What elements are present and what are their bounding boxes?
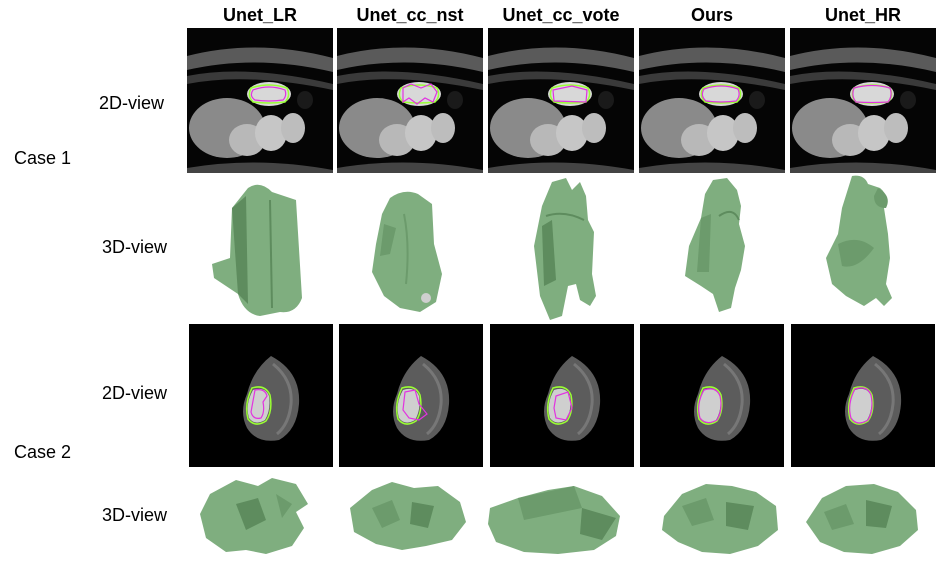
column-header-unet-lr: Unet_LR [222,5,297,25]
column-header-unet-cc-vote: Unet_cc_vote [502,5,620,25]
case-1-2d-slice [336,28,484,173]
case-2-3d-render [342,472,472,556]
case-1-label: Case 1 [14,148,72,168]
case-2-2d-slice [490,324,634,467]
column-header-ours: Ours [690,5,733,25]
case-2-2d-slice [640,324,784,467]
case-1-3d-render [675,176,765,316]
case-1-3d-render [522,176,608,322]
case-2-2d-view-label: 2D-view [102,383,168,403]
case-2-label: Case 2 [14,442,72,462]
case-1-3d-render [360,184,456,320]
case-2-3d-view-label: 3D-view [102,505,168,525]
case-1-2d-slice [487,28,635,173]
case-2-3d-render [196,474,324,558]
case-1-2d-slice [638,28,786,173]
case-2-3d-render [800,478,924,558]
case-2-2d-slice [339,324,483,467]
case-2-3d-render [656,476,784,558]
case-1-2d-view-label: 2D-view [99,93,165,113]
case-1-2d-slice [789,28,937,173]
column-header-unet-cc-nst: Unet_cc_nst [356,5,464,25]
column-header-unet-hr: Unet_HR [824,5,901,25]
case-2-2d-slice [189,324,333,467]
case-1-3d-view-label: 3D-view [102,237,168,257]
case-1-3d-render [818,174,908,316]
case-2-3d-render [484,478,624,558]
case-1-3d-render [200,178,318,318]
case-1-2d-slice [187,28,333,173]
case-2-2d-slice [790,324,936,467]
